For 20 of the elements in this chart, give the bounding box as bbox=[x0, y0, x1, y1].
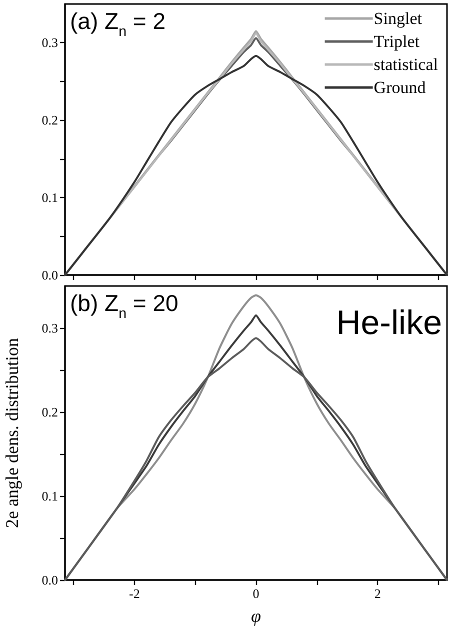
y-tick-label: 0.3 bbox=[42, 320, 58, 336]
legend-label: Singlet bbox=[374, 9, 422, 28]
y-tick-label: 0.0 bbox=[42, 572, 58, 588]
legend-label: Triplet bbox=[374, 32, 420, 51]
x-axis-title: φ bbox=[251, 606, 262, 626]
y-axis-title: 2e angle dens. distribution bbox=[2, 338, 22, 528]
y-tick-label: 0.2 bbox=[42, 112, 58, 128]
annotation: He-like bbox=[336, 304, 442, 342]
x-tick-label: 2 bbox=[374, 586, 381, 601]
y-tick-label: 0.3 bbox=[42, 35, 58, 50]
x-tick-label: -2 bbox=[128, 586, 140, 601]
y-tick-label: 0.0 bbox=[42, 268, 58, 282]
legend-label: Ground bbox=[374, 78, 426, 97]
y-tick-label: 0.1 bbox=[42, 488, 58, 504]
annotation: (a) Z$_{n}$ = 2 bbox=[70, 8, 166, 40]
legend-label: statistical bbox=[374, 55, 438, 74]
y-tick-label: 0.1 bbox=[42, 190, 58, 206]
annotation: (b) Z$_{n}$ = 20 bbox=[70, 290, 178, 322]
y-tick-label: 0.2 bbox=[42, 404, 58, 420]
x-tick-label: 0 bbox=[252, 586, 260, 601]
